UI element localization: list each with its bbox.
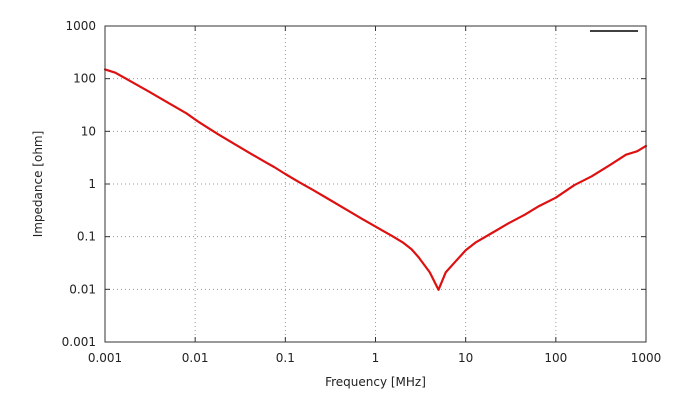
axis-ticks xyxy=(104,25,647,343)
y-tick-label: 0.01 xyxy=(69,282,96,296)
x-tick-label: 100 xyxy=(544,351,567,365)
y-tick-label: 0.001 xyxy=(62,335,96,349)
y-tick-labels: 0.001 0.01 0.1 1 10 100 1000 xyxy=(62,19,96,349)
x-tick-label: 1 xyxy=(372,351,380,365)
x-tick-label: 0.001 xyxy=(88,351,122,365)
x-axis-label: Frequency [MHz] xyxy=(325,375,426,389)
series-layer xyxy=(103,68,648,291)
y-tick-label: 1 xyxy=(88,177,96,191)
x-tick-label: 10 xyxy=(458,351,473,365)
y-tick-label: 0.1 xyxy=(77,230,96,244)
x-tick-labels: 0.001 0.01 0.1 1 10 100 1000 xyxy=(88,351,661,365)
y-tick-label: 10 xyxy=(81,124,96,138)
x-tick-label: 1000 xyxy=(631,351,662,365)
grid xyxy=(105,26,646,342)
x-tick-label: 0.01 xyxy=(182,351,209,365)
y-axis-label: Impedance [ohm] xyxy=(31,131,45,238)
y-tick-label: 1000 xyxy=(65,19,96,33)
series-line-0 xyxy=(103,68,648,291)
y-tick-label: 100 xyxy=(73,72,96,86)
x-tick-label: 0.1 xyxy=(276,351,295,365)
